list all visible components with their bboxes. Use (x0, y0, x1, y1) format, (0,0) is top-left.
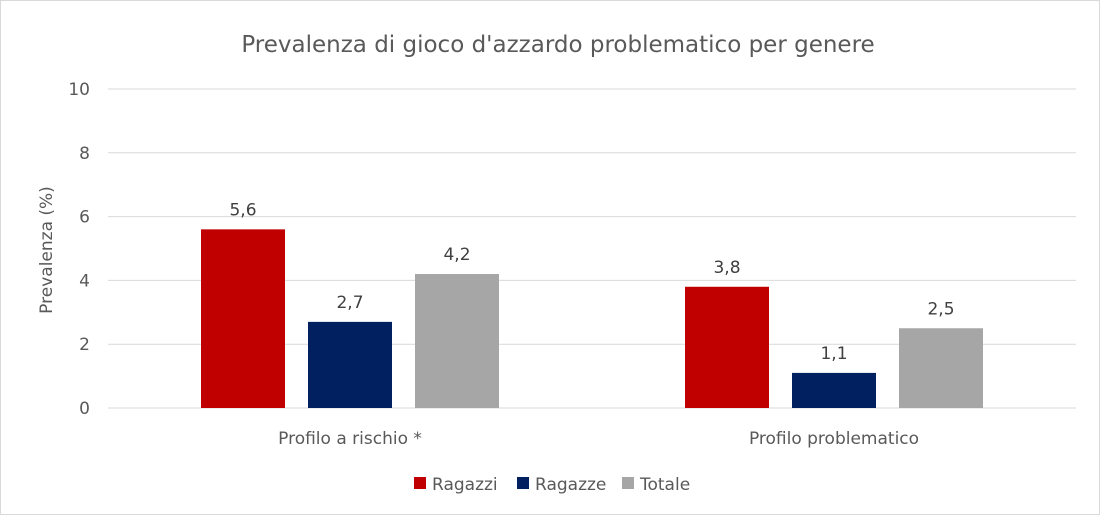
data-label: 2,5 (927, 299, 954, 319)
bar (308, 321, 392, 408)
bar (899, 328, 983, 408)
x-tick-label: Profilo problematico (749, 429, 919, 449)
y-tick-labels: 0 2 4 6 8 10 (68, 80, 90, 419)
data-labels: 5,6 2,7 4,2 3,8 1,1 2,5 (229, 200, 954, 364)
y-tick-label: 10 (68, 80, 90, 100)
legend-label: Ragazzi (432, 475, 498, 495)
bars (201, 229, 983, 408)
legend-swatch (517, 477, 529, 489)
legend-swatch (414, 477, 426, 489)
y-tick-label: 2 (79, 335, 90, 355)
legend-label: Ragazze (535, 475, 606, 495)
legend-swatch (622, 477, 634, 489)
y-tick-label: 0 (79, 399, 90, 419)
y-tick-label: 8 (79, 144, 90, 164)
chart-title: Prevalenza di gioco d'azzardo problemati… (241, 32, 874, 58)
data-label: 2,7 (336, 293, 363, 313)
y-axis-label: Prevalenza (%) (37, 186, 57, 314)
bar (201, 229, 285, 408)
bar (685, 286, 769, 408)
bar (415, 274, 499, 408)
data-label: 4,2 (443, 245, 470, 265)
data-label: 3,8 (713, 258, 740, 278)
y-tick-label: 6 (79, 208, 90, 228)
data-label: 5,6 (229, 200, 256, 220)
x-tick-label: Profilo a rischio * (278, 429, 422, 449)
legend: Ragazzi Ragazze Totale (414, 475, 690, 495)
bar (792, 372, 876, 408)
chart-border (0, 0, 1100, 515)
legend-label: Totale (639, 475, 690, 495)
data-label: 1,1 (820, 344, 847, 364)
x-tick-labels: Profilo a rischio * Profilo problematico (278, 429, 919, 449)
y-tick-label: 4 (79, 271, 90, 291)
